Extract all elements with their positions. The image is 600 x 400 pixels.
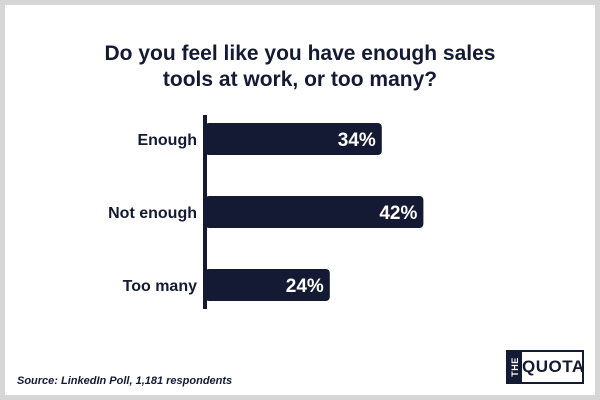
chart-title: Do you feel like you have enough sales t… — [5, 41, 595, 93]
category-label: Too many — [123, 278, 197, 295]
bar-not-enough — [205, 196, 424, 228]
source-note: Source: LinkedIn Poll, 1,181 respondents — [17, 375, 233, 387]
category-label: Not enough — [108, 205, 197, 222]
logo-wordmark: QUOTA — [522, 357, 585, 376]
bar-chart: Enough 34% Not enough 42% Too many 24% — [108, 115, 424, 309]
chart-title-line-1: Do you feel like you have enough sales — [104, 42, 496, 65]
the-quota-logo: THE QUOTA — [506, 350, 584, 384]
category-label: Enough — [137, 132, 197, 149]
bar-enough — [205, 123, 382, 155]
chart-title-line-2: tools at work, or too many? — [162, 68, 438, 91]
value-label: 34% — [338, 130, 376, 151]
bar-too-many — [205, 269, 330, 301]
value-label: 42% — [379, 203, 417, 224]
logo-the-badge: THE — [508, 352, 522, 382]
chart-card: Do you feel like you have enough sales t… — [5, 5, 595, 395]
value-label: 24% — [286, 276, 324, 297]
